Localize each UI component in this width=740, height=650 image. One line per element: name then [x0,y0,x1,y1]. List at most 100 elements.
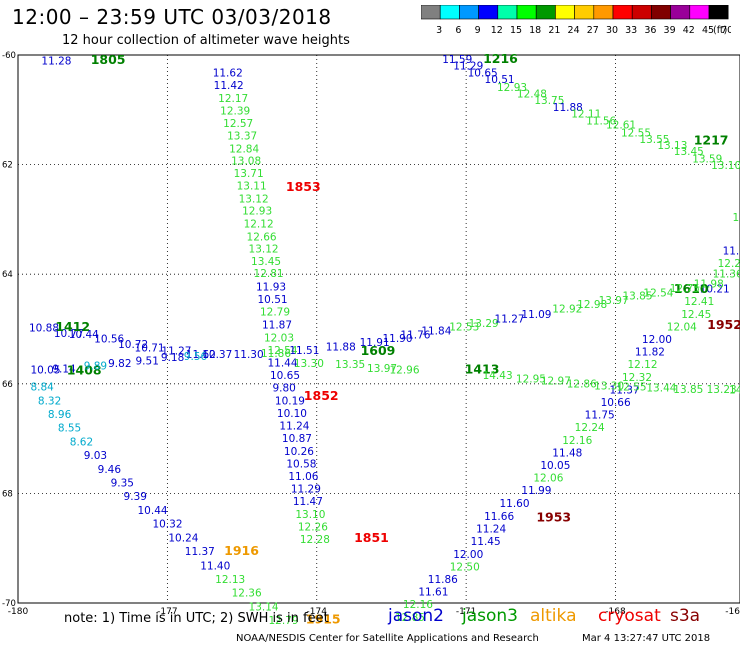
colorbar-tick-label: 15 [510,25,522,36]
wave-height-label: 12.66 [247,231,277,243]
wave-height-label: 11.28 [41,56,71,68]
wave-height-label: 10.44 [69,329,99,341]
wave-height-label: 11.86 [261,348,291,360]
wave-height-label: 12.12 [244,218,274,230]
wave-height-label: 11.99 [521,485,551,497]
wave-height-label: 10.71 [135,343,165,355]
wave-height-label: 12.39 [220,105,250,117]
wave-height-label: 11.29 [291,484,321,496]
colorbar-tick-label: 18 [529,25,541,36]
wave-height-label: 13.85 [622,291,652,303]
y-tick-label: -70 [2,599,16,609]
chart-title: 12:00 – 23:59 UTC 03/03/2018 [12,5,332,29]
wave-height-label: 11.88 [553,102,583,114]
x-tick-label: -16 [725,607,740,617]
wave-height-label: 11.66 [723,246,740,258]
wave-height-label: 11.44 [267,358,297,370]
wave-height-label: 12.96 [389,365,419,377]
wave-height-label: 10.77 [54,328,84,340]
wave-height-label: 10.44 [138,505,168,517]
wave-height-label: 10.51 [485,74,515,86]
wave-height-label: 11.90 [382,333,412,345]
wave-height-label: 11.47 [293,496,323,508]
colorbar-tick-label: 42 [683,25,695,36]
wave-height-label: 10.87 [282,433,312,445]
wave-height-label: 13.85 [673,384,703,396]
colorbar-tick-label: 3 [436,25,442,36]
wave-height-label: 10.10 [277,408,307,420]
wave-height-label: 13.13 [657,140,687,152]
wave-height-label: 11.27 [495,314,525,326]
wave-height-label: 11.42 [214,80,244,92]
colorbar-swatch [631,5,652,20]
wave-height-label: 11.62 [186,349,216,361]
y-tick-label: 64 [2,270,13,280]
wave-height-label: 13.97 [599,295,629,307]
wave-height-label: 13.23 [707,384,737,396]
y-tick-label: 62 [2,161,13,171]
wave-height-label: 10.65 [468,68,498,80]
wave-height-label: 11.87 [262,320,292,332]
wave-height-label: 12.26 [298,521,328,533]
pass-time-label: 1217 [694,133,729,148]
wave-height-label: 12.24 [575,422,605,434]
pass-time-label: 1953 [536,510,571,525]
wave-height-label: 12.75 [670,283,700,295]
colorbar-tick-label: 70 [721,25,731,36]
wave-height-label: 11.40 [200,560,230,572]
pass-time-label: 1805 [91,52,126,67]
wave-height-label: 10.26 [284,446,314,458]
wave-height-label: 11.93 [256,281,286,293]
wave-height-label: 11.37 [185,546,215,558]
colorbar-swatch [689,5,710,20]
wave-height-label: 12.04 [667,321,697,333]
pass-time-label: 1610 [674,281,709,296]
colorbar-swatch [535,5,556,20]
wave-height-label: 11.29 [453,61,483,73]
wave-height-label: 8.32 [38,395,61,407]
wave-height-label: 8.84 [30,382,54,394]
wave-height-label: 12.41 [684,296,714,308]
chart-subtitle: 12 hour collection of altimeter wave hei… [62,33,350,48]
wave-height-label: 13.30 [594,381,624,393]
colorbar-tick-label: 21 [548,25,560,36]
wave-height-label: 8.96 [48,409,72,421]
wave-height-label: 12.13 [215,574,245,586]
wave-height-label: 13.75 [534,95,564,107]
wave-height-label: 11.91 [360,337,390,349]
pass-time-label: 1853 [286,179,321,194]
wave-height-label: 9.80 [272,383,295,395]
x-tick-label: -180 [8,607,29,617]
wave-height-label: 12.79 [260,307,290,319]
wave-height-label: 10.24 [168,532,198,544]
colorbar-tick-label: 24 [568,25,580,36]
wave-height-label: 9.14 [52,364,76,376]
colorbar-tick-label: 45 [702,25,714,36]
wave-height-label: 11.75 [585,410,615,422]
wave-height-label: 12.45 [681,309,711,321]
pass-time-label: 1916 [224,543,259,558]
wave-height-label: 9.82 [108,358,131,370]
wave-height-label: 13.11 [237,181,267,193]
generated-timestamp: Mar 4 13:27:47 UTC 2018 [582,633,711,644]
wave-height-label: 12.93 [497,82,527,94]
wave-height-label: 11.24 [476,524,506,536]
wave-height-label: 13.44 [646,383,676,395]
wave-height-label: 11.27 [161,345,191,357]
wave-height-label: 9.03 [84,450,107,462]
wave-height-label: 9.35 [111,478,134,490]
wave-height-label: 11.06 [288,471,318,483]
wave-height-label: 12.11 [571,109,601,121]
wave-height-label: 9.51 [136,355,159,367]
wave-height-label: 11.62 [213,68,243,80]
pass-time-label: 1413 [465,362,500,377]
wave-height-label: 9.89 [84,360,107,372]
y-tick-label: -60 [2,51,16,61]
wave-height-label: 12.53 [449,321,479,333]
colorbar-tick-label: 27 [587,25,599,36]
colorbar-tick-label: 6 [455,25,461,36]
wave-height-label: 11.84 [421,326,451,338]
wave-height-label: 9.56 [184,351,208,363]
wave-height-label: 10.32 [152,519,182,531]
